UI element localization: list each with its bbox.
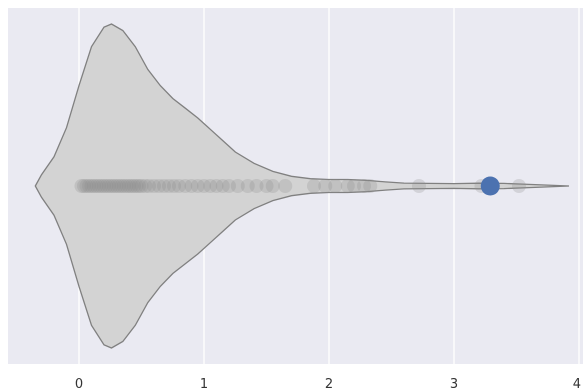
data-point-31 [167, 179, 181, 193]
data-point-39 [215, 179, 230, 193]
data-point-42 [240, 179, 255, 193]
data-point-32 [172, 179, 186, 193]
data-point-25 [138, 179, 153, 193]
violin-body [34, 23, 570, 349]
data-point-13 [107, 179, 121, 193]
data-point-18 [119, 179, 134, 193]
data-point-8 [94, 179, 109, 193]
data-point-30 [162, 179, 176, 193]
data-point-33 [178, 179, 193, 193]
data-point-7 [92, 179, 106, 193]
data-point-37 [203, 179, 218, 193]
data-point-51 [347, 179, 361, 193]
data-point-19 [122, 179, 136, 193]
x-tick-label-4: 4 [573, 377, 581, 392]
data-point-40 [222, 179, 236, 193]
data-point-17 [117, 179, 131, 193]
data-point-15 [112, 179, 126, 193]
data-point-22 [129, 179, 144, 193]
data-point-0 [74, 179, 89, 193]
data-point-29 [157, 179, 171, 193]
highlight-point [480, 176, 500, 196]
data-point-38 [209, 179, 224, 193]
data-point-4 [84, 179, 99, 193]
data-point-36 [197, 179, 211, 193]
data-point-54 [412, 179, 426, 193]
x-tick-label-0: 0 [75, 377, 83, 392]
data-point-28 [152, 179, 166, 193]
data-point-20 [124, 179, 139, 193]
data-point-44 [259, 179, 274, 193]
data-point-34 [184, 179, 199, 193]
data-point-56 [512, 179, 526, 193]
x-tick-label-1: 1 [200, 377, 208, 392]
data-point-3 [82, 179, 96, 193]
data-point-41 [230, 179, 245, 193]
data-point-24 [134, 179, 149, 193]
data-point-35 [190, 179, 205, 193]
data-point-6 [89, 179, 104, 193]
data-point-48 [318, 179, 333, 193]
data-point-52 [357, 179, 371, 193]
data-point-50 [340, 179, 355, 193]
data-point-14 [109, 179, 124, 193]
data-point-26 [142, 179, 156, 193]
data-point-9 [97, 179, 111, 193]
data-point-43 [249, 179, 264, 193]
data-point-47 [307, 179, 321, 193]
data-point-10 [99, 179, 114, 193]
data-point-5 [87, 179, 101, 193]
data-point-27 [147, 179, 161, 193]
x-tick-label-3: 3 [450, 377, 458, 392]
x-tick-label-2: 2 [325, 377, 333, 392]
data-point-53 [363, 179, 378, 193]
data-point-16 [114, 179, 129, 193]
data-point-11 [102, 179, 116, 193]
data-point-49 [328, 179, 343, 193]
x-tick-labels: 0 1 2 3 4 [75, 377, 581, 392]
data-point-23 [132, 179, 146, 193]
data-point-45 [265, 179, 280, 193]
data-point-1 [77, 179, 91, 193]
data-point-2 [79, 179, 94, 193]
data-point-46 [278, 179, 293, 193]
data-point-12 [104, 179, 119, 193]
data-point-21 [127, 179, 141, 193]
